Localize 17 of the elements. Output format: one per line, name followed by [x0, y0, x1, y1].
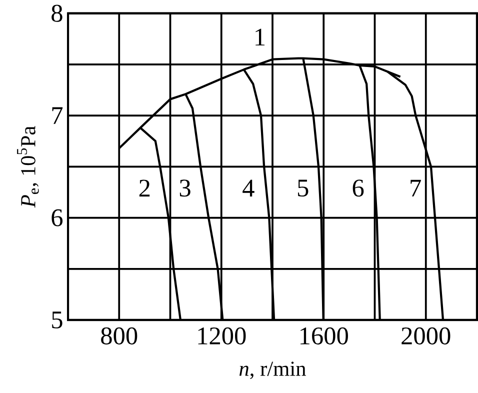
- series-label: 1: [256, 28, 265, 46]
- x-tick-label: 800: [101, 327, 138, 344]
- series-label: 5: [298, 180, 308, 197]
- series-label: 6: [352, 180, 364, 197]
- x-axis-title: n, r/min: [239, 362, 306, 380]
- x-tick-label: 1200: [198, 327, 246, 344]
- series-label: 3: [180, 180, 190, 197]
- series-label: 7: [410, 180, 421, 196]
- y-tick-label: 5: [52, 312, 62, 328]
- y-tick-label: 7: [52, 107, 63, 124]
- x-tick-label: 1600: [300, 327, 348, 344]
- x-tick-label: 2000: [402, 327, 450, 344]
- series-label: 4: [242, 180, 254, 196]
- y-tick-label: 6: [52, 209, 63, 226]
- y-axis-title: P$_{e}$, 10$^{5}$Pa: [17, 126, 39, 208]
- y-tick-label: 8: [52, 4, 62, 22]
- series-label: 2: [139, 180, 150, 197]
